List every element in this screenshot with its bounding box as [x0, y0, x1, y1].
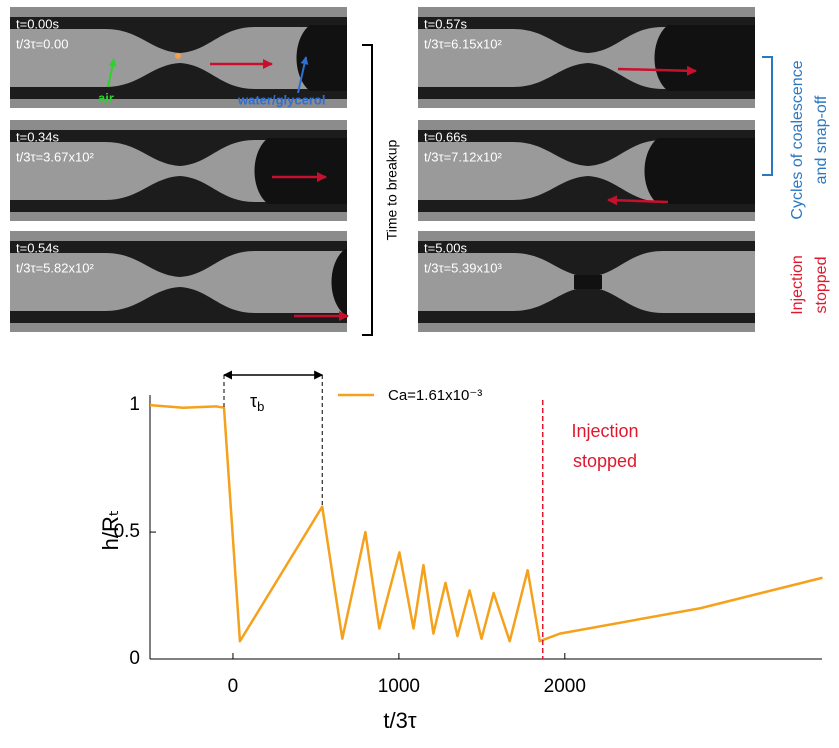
fluid: [296, 25, 347, 91]
panel: t=0.57s t/3τ=6.15x10²: [418, 7, 755, 108]
tau-label: τb: [250, 391, 264, 415]
flow-arrow: [607, 195, 669, 206]
top-strip: [418, 7, 755, 17]
fluid: [254, 138, 347, 204]
breakup-label: Time to breakup: [384, 139, 400, 240]
panel: t=0.34s t/3τ=3.67x10²: [10, 120, 347, 221]
fluid: [654, 25, 755, 91]
water-arrow: [297, 56, 309, 94]
top-strip: [10, 120, 347, 130]
x-axis-label: t/3τ: [383, 708, 416, 733]
top-strip: [10, 7, 347, 17]
stop-label: stopped: [573, 451, 637, 471]
tau-label: t/3τ=5.39x10³: [424, 260, 502, 275]
y-tick-label: 0: [129, 648, 140, 669]
top-strip: [418, 231, 755, 241]
panels: t=0.00s t/3τ=0.00 air water/glycerol t=0.34s…: [10, 7, 755, 332]
time-label: t=5.00s: [424, 240, 468, 255]
time-label: t=0.00s: [16, 16, 60, 31]
panel: t=0.00s t/3τ=0.00 air water/glycerol: [10, 7, 347, 108]
tau-label: t/3τ=5.82x10²: [16, 260, 94, 275]
top-strip: [418, 120, 755, 130]
panel: t=5.00s t/3τ=5.39x10³: [418, 231, 755, 332]
cycles-label: and snap-off: [813, 95, 830, 184]
tau-symbol: τ: [250, 391, 257, 411]
panel: t=0.54s t/3τ=5.82x10²: [10, 231, 349, 332]
tau-label: t/3τ=6.15x10²: [424, 36, 502, 51]
bottom-strip: [10, 323, 347, 332]
bottom-strip: [418, 212, 755, 221]
air-arrow: [107, 58, 117, 88]
time-label: t=0.54s: [16, 240, 60, 255]
tau-label: t/3τ=7.12x10²: [424, 149, 502, 164]
y-tick-label: 1: [129, 394, 140, 415]
time-label: t=0.66s: [424, 129, 468, 144]
y-axis-label: h/Rₜ: [98, 510, 123, 551]
air-label: air: [98, 90, 114, 105]
bottom-strip: [418, 99, 755, 108]
legend-label: Ca=1.61x10⁻³: [388, 387, 482, 404]
tau-label: t/3τ=3.67x10²: [16, 149, 94, 164]
stopped-label: stopped: [813, 257, 830, 314]
flow-arrow: [617, 65, 697, 76]
x-tick-label: 2000: [544, 676, 586, 697]
time-label: t=0.34s: [16, 129, 60, 144]
y-tick-label: 0.5: [114, 521, 140, 542]
fluid: [644, 138, 755, 204]
time-label: t=0.57s: [424, 16, 468, 31]
panel: t=0.66s t/3τ=7.12x10²: [418, 120, 755, 221]
fluid: [331, 249, 347, 315]
cycles-label: Cycles of coalescence: [789, 60, 806, 219]
channel: [10, 251, 347, 313]
data-line: [149, 403, 823, 643]
bottom-strip: [10, 99, 347, 108]
bottom-strip: [10, 212, 347, 221]
bracket: [362, 44, 373, 336]
chart: 0 0.5 1 0 1000 2000 t/3τ h/Rₜ Ca=1.61x10⁻³ τb Inje…: [98, 370, 823, 733]
thread: [574, 275, 602, 289]
droplet: [175, 53, 181, 59]
stop-label: Injection: [571, 421, 638, 441]
top-strip: [10, 231, 347, 241]
water-label: water/glycerol: [237, 92, 325, 107]
bottom-strip: [418, 323, 755, 332]
x-tick-label: 0: [228, 676, 239, 697]
tau-subscript: b: [257, 399, 264, 414]
x-tick-label: 1000: [378, 676, 420, 697]
tau-label: t/3τ=0.00: [16, 36, 68, 51]
stopped-label: Injection: [789, 255, 806, 315]
bracket: [762, 56, 773, 176]
